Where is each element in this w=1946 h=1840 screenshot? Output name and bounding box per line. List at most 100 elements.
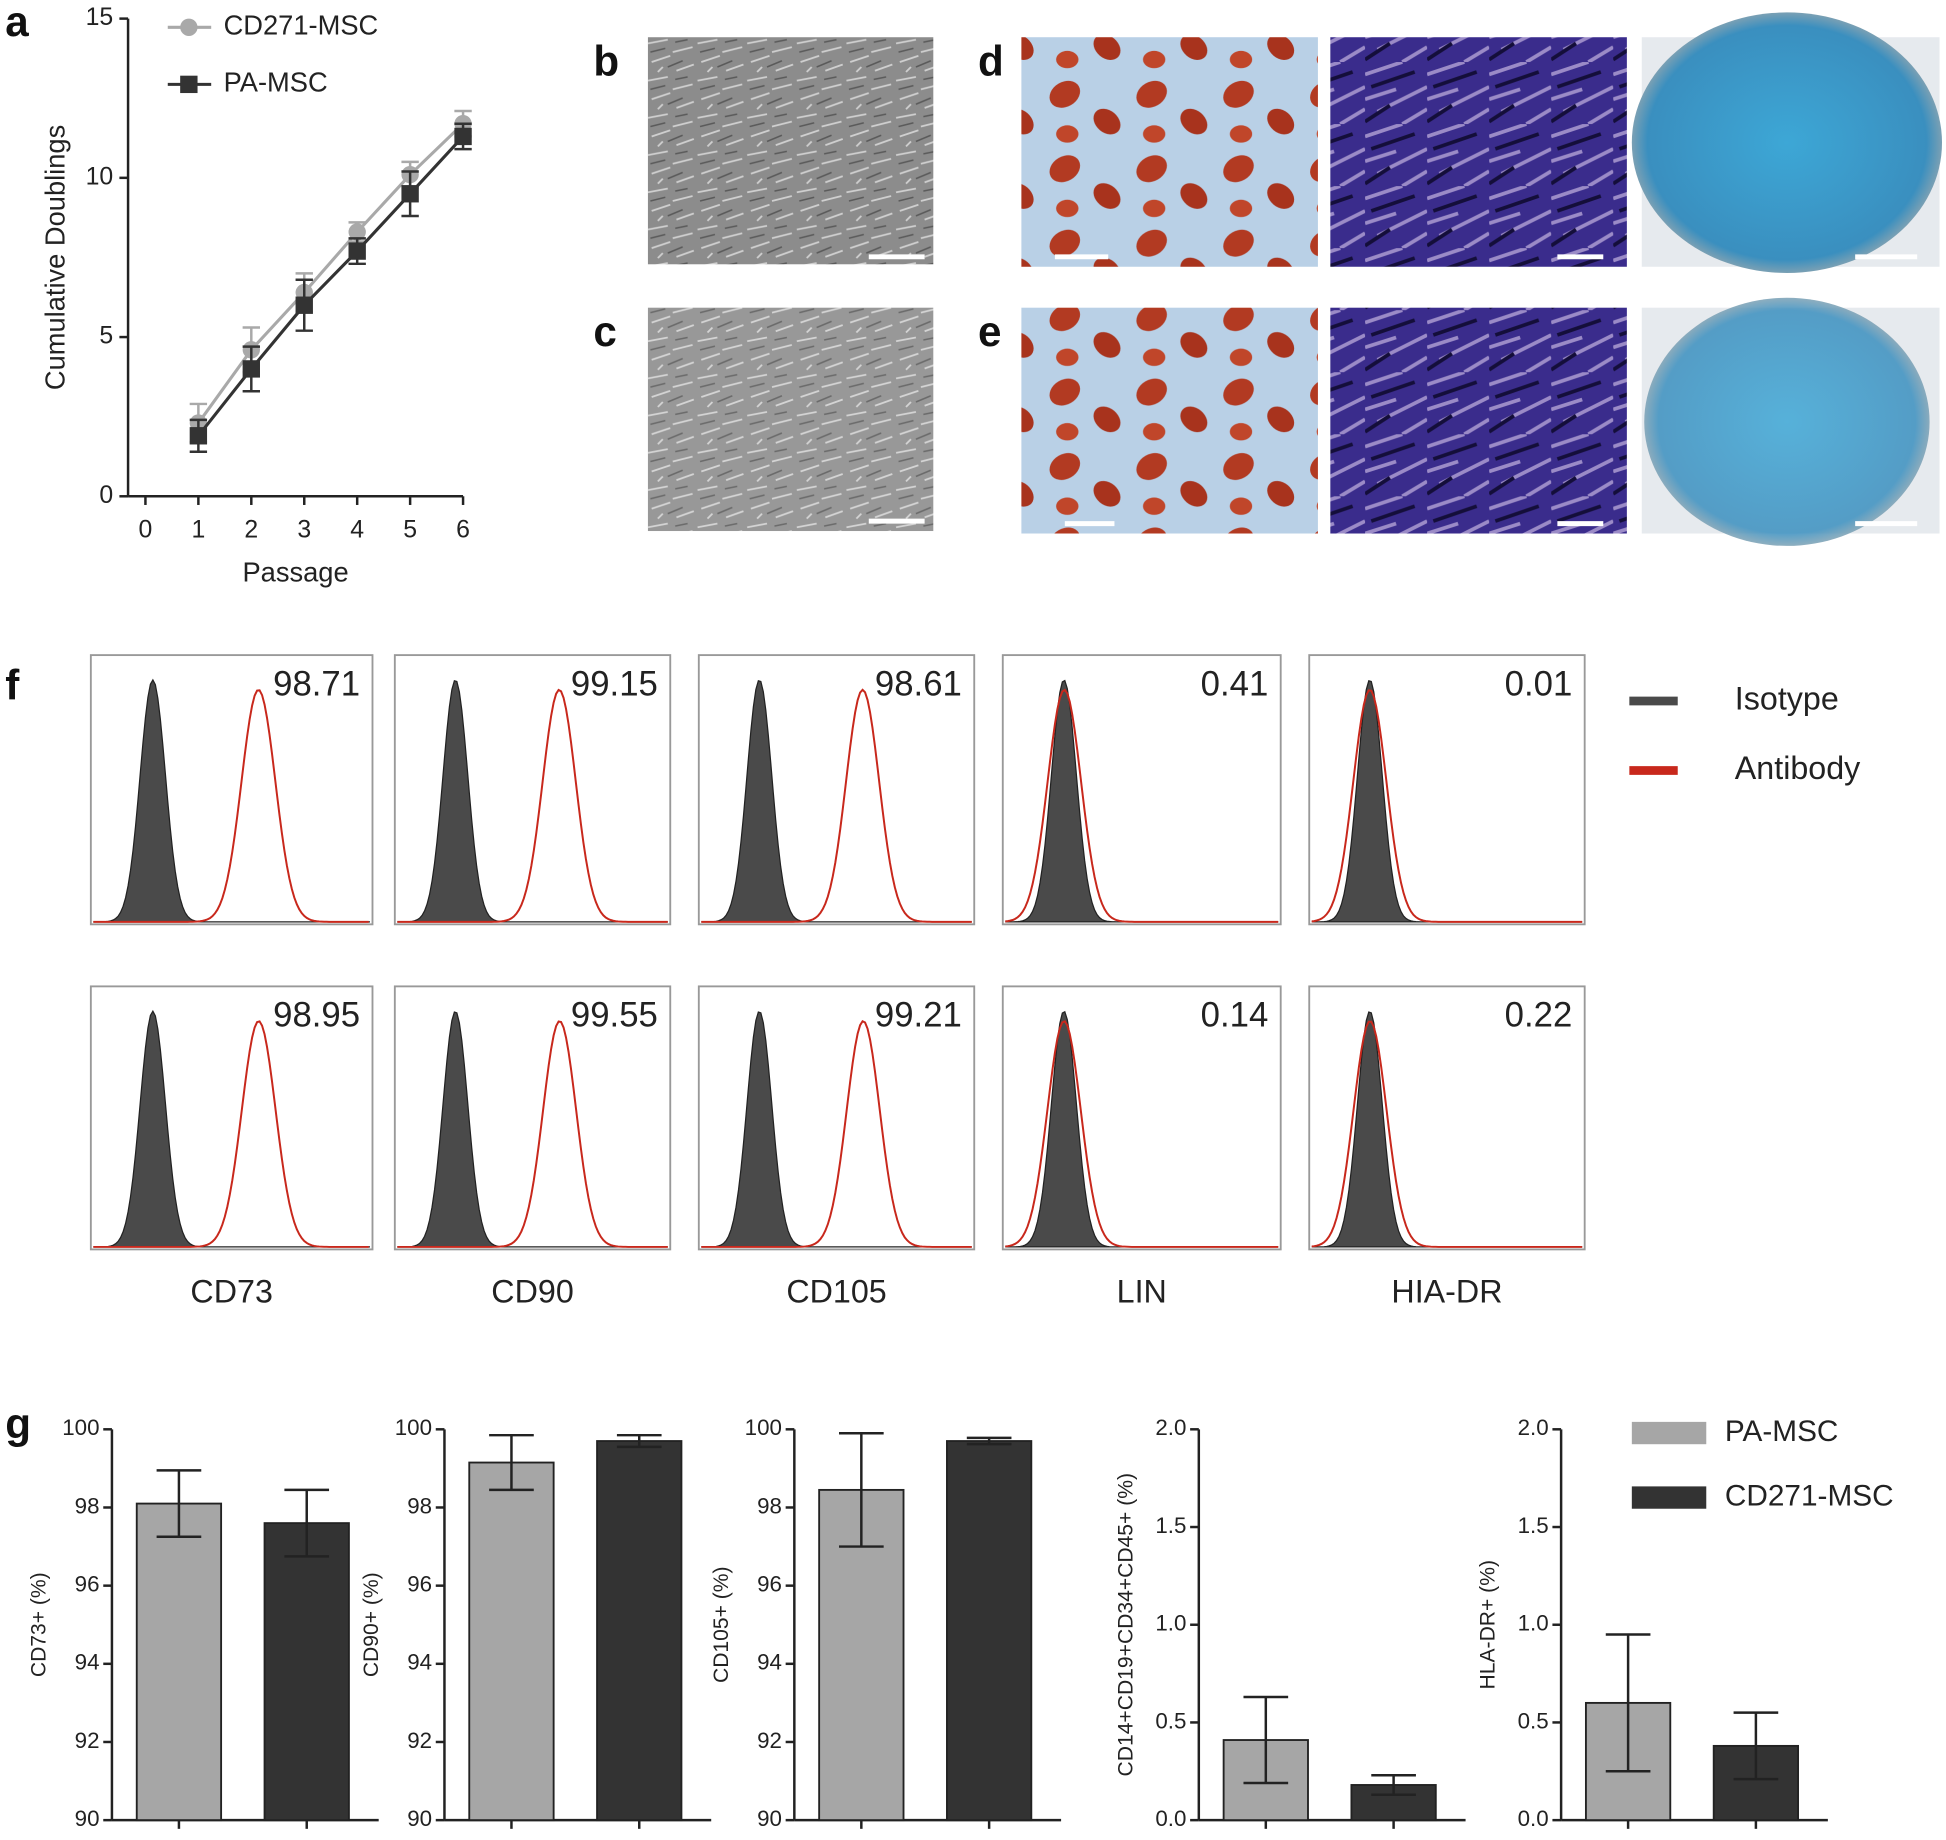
micrograph — [1330, 307, 1627, 534]
panel-label: g — [5, 1400, 31, 1447]
y-axis-label: CD14+CD19+CD34+CD45+ (%) — [1114, 1473, 1137, 1776]
error-bar — [156, 1469, 202, 1539]
x-tick-label: 6 — [456, 517, 470, 544]
y-tick-label: 96 — [757, 1572, 782, 1597]
y-tick-label: 92 — [407, 1728, 432, 1753]
error-bar — [1371, 1773, 1416, 1796]
percentage-label: 98.61 — [875, 665, 962, 703]
micrograph — [647, 37, 934, 265]
y-tick-label: 2.0 — [1518, 1415, 1549, 1440]
marker — [242, 360, 260, 378]
series-line — [197, 122, 465, 424]
panel-label: e — [978, 308, 1001, 355]
marker — [454, 127, 472, 146]
antibody-histogram — [701, 688, 972, 923]
y-tick-label: 15 — [86, 4, 114, 31]
y-tick-label: 96 — [75, 1572, 100, 1597]
y-tick-label: 90 — [75, 1806, 100, 1831]
legend-marker — [180, 75, 198, 94]
marker — [348, 223, 366, 241]
y-tick-label: 92 — [757, 1728, 782, 1753]
panel-label: b — [593, 38, 619, 85]
percentage-label: 99.15 — [571, 665, 658, 703]
marker-label: HIA-DR — [1391, 1274, 1502, 1310]
error-bar — [1605, 1633, 1651, 1773]
percentage-label: 98.95 — [273, 997, 360, 1035]
y-tick-label: 2.0 — [1155, 1415, 1186, 1440]
percentage-label: 0.41 — [1201, 665, 1269, 703]
y-tick-label: 0.5 — [1518, 1708, 1549, 1733]
y-tick-label: 98 — [75, 1493, 100, 1518]
bar — [946, 1440, 1033, 1822]
y-tick-label: 98 — [757, 1493, 782, 1518]
error-bar — [1243, 1695, 1289, 1785]
error-bar — [284, 1488, 330, 1558]
percentage-label: 99.21 — [875, 997, 962, 1035]
bar — [135, 1502, 223, 1822]
series-line — [197, 135, 465, 437]
legend-label: PA-MSC — [1725, 1415, 1839, 1448]
antibody-histogram — [701, 1019, 972, 1248]
y-tick-label: 5 — [99, 323, 113, 350]
marker — [189, 427, 208, 445]
panel-label: a — [5, 0, 29, 45]
x-tick-label: 0 — [139, 517, 153, 544]
error-bar — [966, 1436, 1012, 1446]
y-tick-label: 0.0 — [1518, 1806, 1549, 1831]
error-bar — [1733, 1711, 1779, 1781]
legend-label: Isotype — [1735, 681, 1839, 717]
antibody-histogram — [1005, 1020, 1279, 1248]
y-tick-label: 100 — [62, 1415, 99, 1440]
antibody-histogram — [397, 688, 668, 923]
y-axis-label: CD73+ (%) — [28, 1572, 51, 1677]
micrograph-pellet — [1644, 297, 1930, 546]
percentage-label: 0.01 — [1505, 665, 1573, 703]
legend-label: CD271-MSC — [224, 9, 379, 40]
antibody-histogram — [1311, 689, 1583, 923]
micrograph — [1330, 37, 1627, 267]
legend-swatch — [1631, 1486, 1707, 1509]
y-axis-label: CD90+ (%) — [360, 1572, 383, 1677]
y-axis-label: CD105+ (%) — [710, 1566, 733, 1683]
bar — [263, 1522, 350, 1822]
bar — [596, 1440, 683, 1822]
y-tick-label: 1.0 — [1155, 1611, 1186, 1636]
antibody-histogram — [397, 1020, 668, 1248]
x-tick-label: 3 — [297, 517, 311, 544]
panel-label: d — [978, 38, 1004, 85]
y-tick-label: 90 — [757, 1806, 782, 1831]
x-tick-label: 2 — [244, 517, 258, 544]
x-tick-label: 4 — [350, 517, 364, 544]
marker-label: LIN — [1117, 1274, 1167, 1310]
panel-label: c — [593, 308, 616, 355]
micrograph-pellet — [1631, 12, 1943, 273]
y-tick-label: 100 — [395, 1415, 432, 1440]
y-tick-label: 94 — [75, 1650, 100, 1675]
y-axis-label: HLA-DR+ (%) — [1477, 1560, 1500, 1689]
y-tick-label: 90 — [407, 1806, 432, 1831]
y-tick-label: 94 — [407, 1650, 432, 1675]
percentage-label: 0.14 — [1201, 997, 1269, 1035]
antibody-histogram — [93, 689, 369, 923]
marker-label: CD73 — [190, 1274, 272, 1310]
marker — [348, 242, 366, 260]
y-tick-label: 94 — [757, 1650, 782, 1675]
y-tick-label: 0 — [99, 482, 113, 509]
percentage-label: 98.71 — [273, 665, 360, 703]
error-bar — [839, 1431, 884, 1548]
micrograph — [1021, 37, 1318, 267]
y-tick-label: 100 — [745, 1415, 782, 1440]
y-tick-label: 0.0 — [1155, 1806, 1186, 1831]
y-tick-label: 1.5 — [1518, 1513, 1549, 1538]
legend-swatch — [1631, 1421, 1707, 1445]
micrograph — [647, 307, 934, 532]
y-tick-label: 96 — [407, 1572, 432, 1597]
x-tick-label: 5 — [403, 517, 417, 544]
legend-label: Antibody — [1735, 750, 1861, 786]
panel-label: f — [5, 662, 20, 709]
y-tick-label: 1.0 — [1518, 1611, 1549, 1636]
y-axis-label: Cumulative Doublings — [40, 125, 71, 390]
antibody-histogram — [93, 1020, 369, 1248]
